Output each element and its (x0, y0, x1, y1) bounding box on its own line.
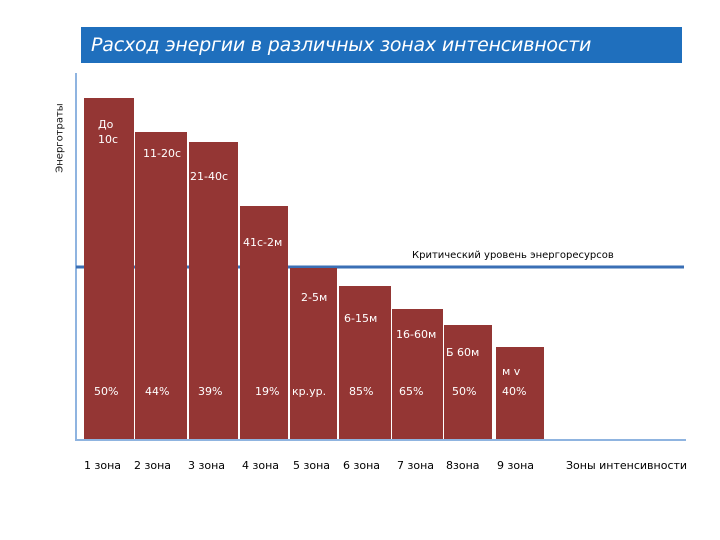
percent-label-9: 40% (502, 385, 526, 398)
percent-label-7: 65% (399, 385, 423, 398)
category-label-9: 9 зона (497, 459, 534, 472)
percent-label-3: 39% (198, 385, 222, 398)
bar-zone-9 (496, 347, 544, 439)
percent-label-6: 85% (349, 385, 373, 398)
bar-zone-6 (339, 286, 391, 439)
duration-label-1: До (98, 118, 114, 131)
chart-title: Расход энергии в различных зонах интенси… (91, 34, 592, 56)
category-label-7: 7 зона (397, 459, 434, 472)
duration-label-3: 21-40с (190, 170, 228, 183)
duration-label-4: 41с-2м (243, 236, 282, 249)
bar-zone-7 (392, 309, 443, 439)
bar-zone-3 (189, 142, 238, 439)
category-label-6: 6 зона (343, 459, 380, 472)
category-label-5: 5 зона (293, 459, 330, 472)
duration-label-6: 6-15м (344, 312, 377, 325)
bar-zone-5 (290, 268, 337, 439)
chart-title-bar: Расход энергии в различных зонах интенси… (81, 27, 682, 63)
critical-level-label: Критический уровень энергоресурсов (412, 250, 614, 261)
percent-label-4: 19% (255, 385, 279, 398)
x-axis-label: Зоны интенсивности (566, 459, 687, 472)
duration-label-8: Б 60м (446, 346, 479, 359)
percent-label-5: кр.ур. (292, 385, 326, 398)
bar-zone-1 (84, 98, 134, 439)
duration-label-1: 10с (98, 133, 118, 146)
bar-zone-4 (240, 206, 288, 439)
duration-label-7: 16-60м (396, 328, 436, 341)
bar-zone-8 (444, 325, 492, 439)
category-label-2: 2 зона (134, 459, 171, 472)
category-label-3: 3 зона (188, 459, 225, 472)
category-label-1: 1 зона (84, 459, 121, 472)
duration-label-2: 11-20с (143, 147, 181, 160)
percent-label-1: 50% (94, 385, 118, 398)
duration-label-5: 2-5м (301, 291, 327, 304)
percent-label-8: 50% (452, 385, 476, 398)
category-label-8: 8зона (446, 459, 480, 472)
category-label-4: 4 зона (242, 459, 279, 472)
bar-zone-2 (135, 132, 187, 439)
percent-label-2: 44% (145, 385, 169, 398)
duration-label-9: м v (502, 365, 521, 378)
